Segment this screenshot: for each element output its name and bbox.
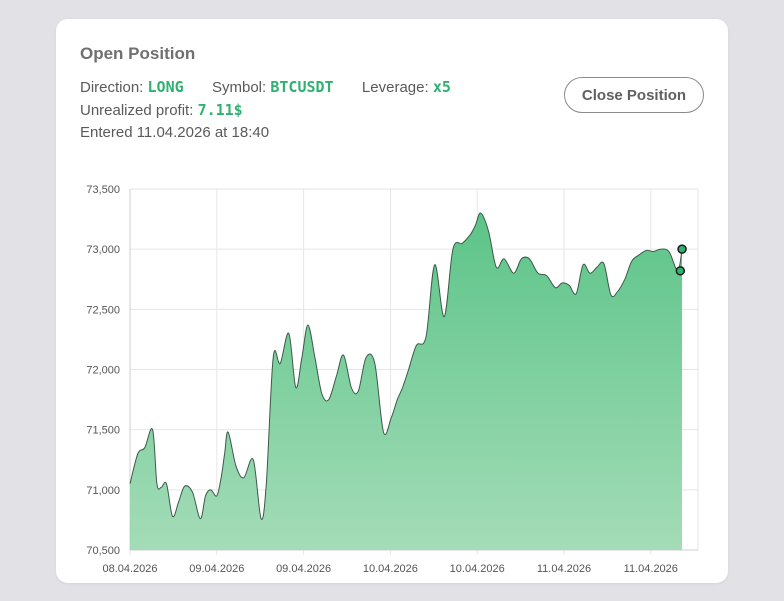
x-tick-label: 08.04.2026 <box>102 563 157 575</box>
position-details-row: Direction: LONG Symbol: BTCUSDT Leverage… <box>80 78 451 96</box>
open-position-card: Open Position Direction: LONG Symbol: BT… <box>56 19 728 583</box>
x-tick-label: 09.04.2026 <box>276 563 331 575</box>
y-tick-label: 73,500 <box>86 184 120 196</box>
leverage-label: Leverage: <box>361 79 429 96</box>
symbol-label: Symbol: <box>212 79 267 96</box>
direction-label: Direction: <box>80 79 144 96</box>
y-tick-label: 70,500 <box>86 545 120 557</box>
profit-value: 7.11$ <box>197 101 243 119</box>
y-tick-label: 73,000 <box>86 244 120 256</box>
direction-value: LONG <box>147 78 184 96</box>
card-title: Open Position <box>80 44 196 63</box>
x-tick-label: 10.04.2026 <box>450 563 505 575</box>
chart-tick-labels: 70,500 71,000 71,500 72,000 72,500 73,000 73,5… <box>86 184 678 575</box>
profit-label: Unrealized profit: <box>80 102 194 119</box>
position-marker <box>677 244 687 254</box>
chart-markers <box>675 244 687 276</box>
price-area <box>130 213 682 550</box>
x-tick-label: 10.04.2026 <box>363 563 418 575</box>
x-tick-label: 09.04.2026 <box>189 563 244 575</box>
y-tick-label: 72,000 <box>86 365 120 377</box>
y-tick-label: 72,500 <box>86 304 120 316</box>
leverage-value: x5 <box>432 78 451 96</box>
price-chart: 70,500 71,000 71,500 72,000 72,500 73,000 73,5… <box>86 184 699 575</box>
y-tick-label: 71,000 <box>86 485 120 497</box>
close-position-button[interactable]: Close Position <box>564 77 704 113</box>
price-line <box>129 212 683 520</box>
symbol-value: BTCUSDT <box>270 78 334 96</box>
profit-row: Unrealized profit: 7.11$ <box>80 101 243 119</box>
position-marker <box>675 266 686 276</box>
y-tick-label: 71,500 <box>86 425 120 437</box>
x-tick-label: 11.04.2026 <box>537 563 591 575</box>
x-tick-label: 11.04.2026 <box>624 563 678 575</box>
entered-time: Entered 11.04.2026 at 18:40 <box>80 124 270 141</box>
